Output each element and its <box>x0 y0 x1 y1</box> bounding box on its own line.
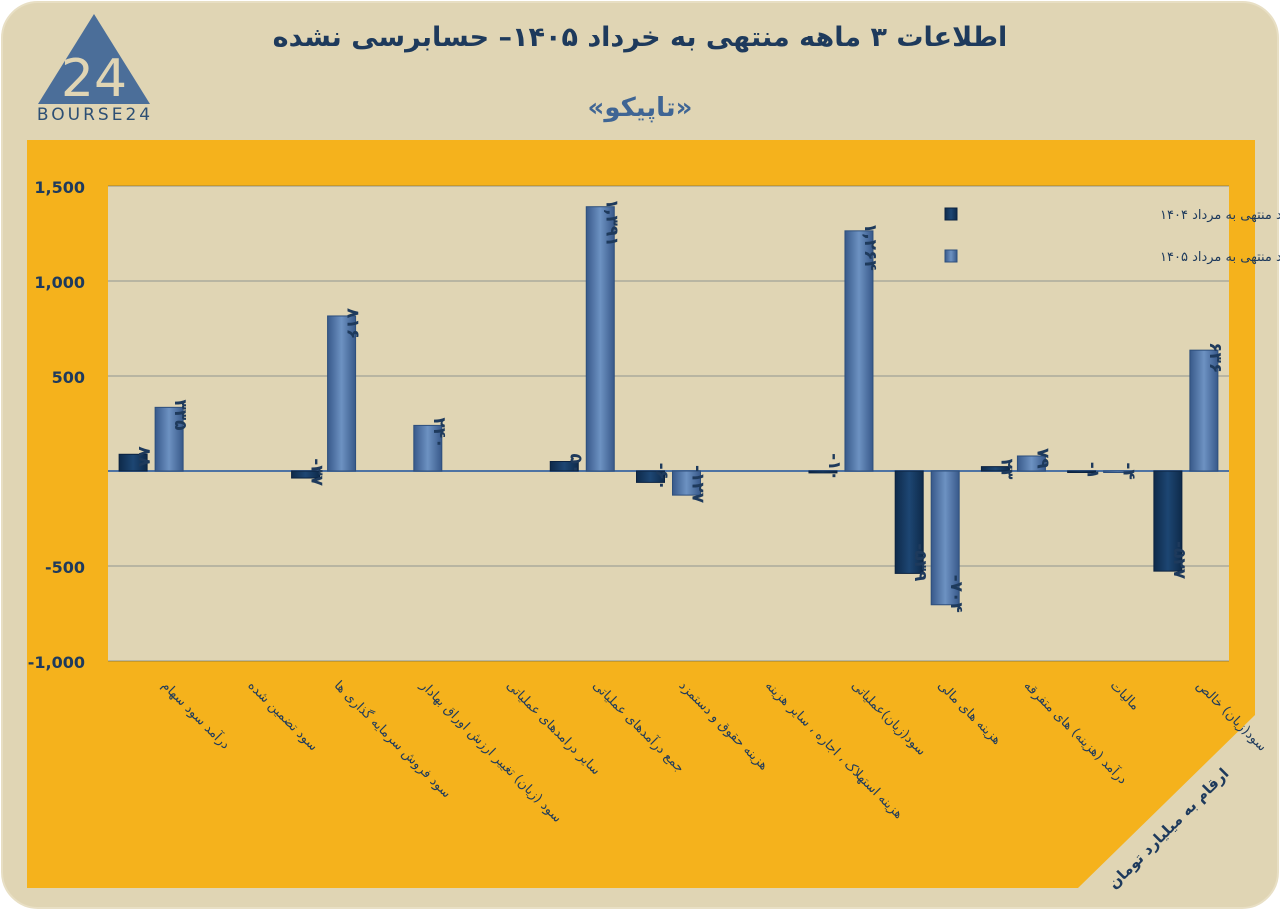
bar-1405 <box>844 230 874 472</box>
y-tick-label: 1,500 <box>34 178 85 197</box>
data-label: ۸۸ <box>134 446 154 467</box>
bar-1404 <box>291 470 321 479</box>
data-label: ۲۴۰ <box>429 417 449 448</box>
bar-1404 <box>1067 470 1097 473</box>
data-label: -۱ <box>1083 462 1103 479</box>
footnote-ribbon <box>1078 715 1255 888</box>
logo-triangle <box>38 14 150 104</box>
data-label: -۶۰ <box>652 463 672 491</box>
data-label: -۱۲۷ <box>688 465 708 504</box>
legend-label: عملکرد منتهی به مرداد ۱۴۰۵ <box>1160 250 1280 265</box>
bar-1405 <box>930 470 960 606</box>
data-label: ۱,۳۹۱ <box>601 199 621 247</box>
data-label: ۱,۲۶۴ <box>860 223 880 271</box>
bar-1405 <box>327 315 357 472</box>
y-tick-label: -500 <box>45 558 85 577</box>
data-label: ۲۳ <box>996 459 1016 480</box>
bar-1404 <box>808 470 838 474</box>
data-label: -۴ <box>1119 462 1139 479</box>
data-label: ۶۳۶ <box>1205 342 1225 373</box>
data-label: ۸۱۶ <box>343 308 363 339</box>
data-label: -۱۰ <box>824 453 844 481</box>
page-subtitle: «تاپیکو» <box>587 93 693 123</box>
y-tick-label: 1,000 <box>34 273 85 292</box>
logo-text: BOURSE24 <box>36 105 154 125</box>
bourse24-logo: 24 <box>38 14 150 109</box>
bar-1404 <box>980 466 1010 472</box>
data-label: ۳۳۵ <box>170 399 190 430</box>
legend-label: عملکرد منتهی به مرداد ۱۴۰۴ <box>1160 208 1280 223</box>
bar-1405 <box>1103 470 1133 473</box>
plot-area <box>108 186 1229 661</box>
bar-1404 <box>1153 470 1183 572</box>
bar-1405 <box>585 206 615 472</box>
bar-1404 <box>118 453 148 472</box>
data-label: ۷۹ <box>1032 448 1052 469</box>
bar-1405 <box>672 470 701 496</box>
y-tick-label: 500 <box>52 368 85 387</box>
bar-1404 <box>636 470 665 483</box>
bar-1405 <box>1189 349 1219 472</box>
legend-swatch-1405 <box>944 249 958 263</box>
logo-mark: 24 <box>61 49 127 109</box>
y-tick-label: -1,000 <box>28 653 85 672</box>
bar-1404 <box>549 461 579 472</box>
data-label: -۷۰۴ <box>946 575 966 613</box>
data-label: -۳۷ <box>307 458 327 486</box>
data-label: -۵۲۷ <box>1169 541 1189 580</box>
page-title: اطلاعات ۳ ماهه منتهی به خرداد ۱۴۰۵– حساب… <box>272 22 1008 53</box>
bar-1405 <box>413 424 443 472</box>
data-label: -۵۳۹ <box>910 543 930 582</box>
legend-swatch-1404 <box>944 207 958 221</box>
bar-1404 <box>894 470 924 574</box>
bar-1405 <box>154 406 184 472</box>
data-label: ۵۰ <box>565 454 585 475</box>
bar-1405 <box>1016 455 1046 472</box>
